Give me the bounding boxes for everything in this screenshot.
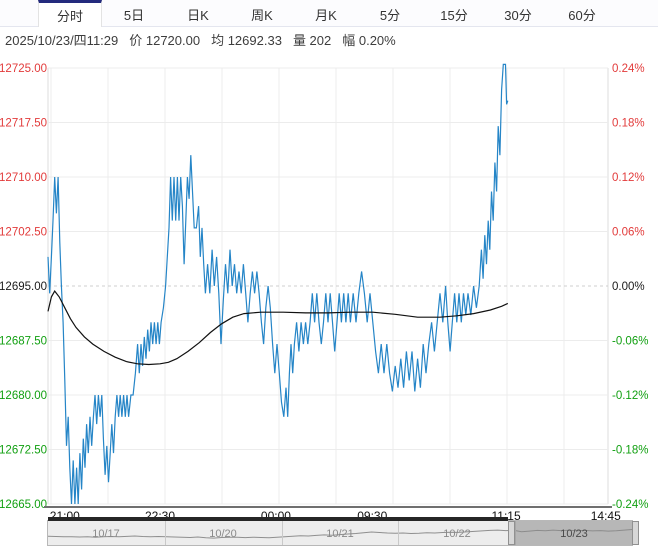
y-axis-label-right: -0.18% <box>612 445 648 457</box>
y-axis-label-right: 0.18% <box>612 118 645 130</box>
y-axis-label-right: -0.24% <box>612 499 648 511</box>
nav-selection[interactable] <box>515 521 632 545</box>
y-axis-label-right: 0.12% <box>612 172 645 184</box>
nav-day-label[interactable]: 10/21 <box>326 528 354 540</box>
tab-weekly-k[interactable]: 周K <box>251 8 273 23</box>
tab-monthly-k[interactable]: 月K <box>315 8 337 23</box>
tab-30min[interactable]: 30分 <box>504 8 532 23</box>
y-axis-label-left: 12687.50 <box>0 336 47 348</box>
nav-day-separator <box>282 521 283 545</box>
average-line <box>47 290 509 366</box>
quote-price: 价 12720.00 <box>129 33 201 48</box>
tab-5day[interactable]: 5日 <box>123 8 145 23</box>
nav-day-label[interactable]: 10/17 <box>92 528 120 540</box>
tab-minute[interactable]: 分时 <box>38 0 102 27</box>
nav-day-separator <box>165 521 166 545</box>
y-axis-label-left: 12710.00 <box>0 172 47 184</box>
quote-datetime: 2025/10/23/四11:29 <box>5 33 119 48</box>
nav-handle-right[interactable] <box>632 521 639 545</box>
y-axis-label-left: 12680.00 <box>0 390 47 402</box>
nav-scroll-bar[interactable] <box>48 517 508 521</box>
y-axis-label-right: -0.06% <box>612 336 648 348</box>
y-axis-label-right: 0.06% <box>612 227 645 239</box>
y-axis-label-left: 12702.50 <box>0 227 47 239</box>
quote-change: 幅 0.20% <box>342 33 396 48</box>
history-navigator[interactable]: 10/17 10/20 10/21 10/22 10/23 <box>47 517 639 546</box>
period-tabs: 分时 5日 日K 周K 月K 5分 15分 30分 60分 <box>0 0 658 27</box>
intraday-chart[interactable]: 12725.00 0.24% 12717.50 0.18% 12710.00 0.12% 1… <box>0 52 658 520</box>
y-axis-label-right: 0.24% <box>612 63 645 75</box>
y-axis-label-left: 12717.50 <box>0 118 47 130</box>
nav-day-label[interactable]: 10/22 <box>443 528 471 540</box>
y-axis-label-left: 12665.00 <box>0 499 47 511</box>
tab-daily-k[interactable]: 日K <box>187 8 209 23</box>
quote-average: 均 12692.33 <box>211 33 282 48</box>
x-axis-label: 11:15 <box>492 509 521 520</box>
nav-day-separator <box>398 521 399 545</box>
y-axis-label-left: 12695.00 <box>0 281 47 293</box>
x-axis-label: 09:30 <box>357 509 387 520</box>
quote-info-bar: 2025/10/23/四11:29 价 12720.00 均 12692.33 量 2… <box>0 27 658 52</box>
quote-volume: 量 202 <box>292 33 332 48</box>
tab-60min[interactable]: 60分 <box>568 8 596 23</box>
nav-day-label[interactable]: 10/23 <box>560 528 588 540</box>
price-line <box>47 63 509 505</box>
y-axis-label-left: 12672.50 <box>0 445 47 457</box>
y-axis-label-right: -0.12% <box>612 390 648 402</box>
x-axis-label: 22:30 <box>145 509 175 520</box>
nav-handle-left[interactable] <box>508 521 515 545</box>
tab-15min[interactable]: 15分 <box>440 8 468 23</box>
tab-5min[interactable]: 5分 <box>379 8 401 23</box>
nav-day-label[interactable]: 10/20 <box>209 528 237 540</box>
x-axis-label: 14:45 <box>591 509 621 520</box>
y-axis-label-right: 0.00% <box>612 281 645 293</box>
y-axis-label-left: 12725.00 <box>0 63 47 75</box>
x-axis-label: 00:00 <box>261 509 291 520</box>
x-axis-label: 21:00 <box>50 509 80 520</box>
